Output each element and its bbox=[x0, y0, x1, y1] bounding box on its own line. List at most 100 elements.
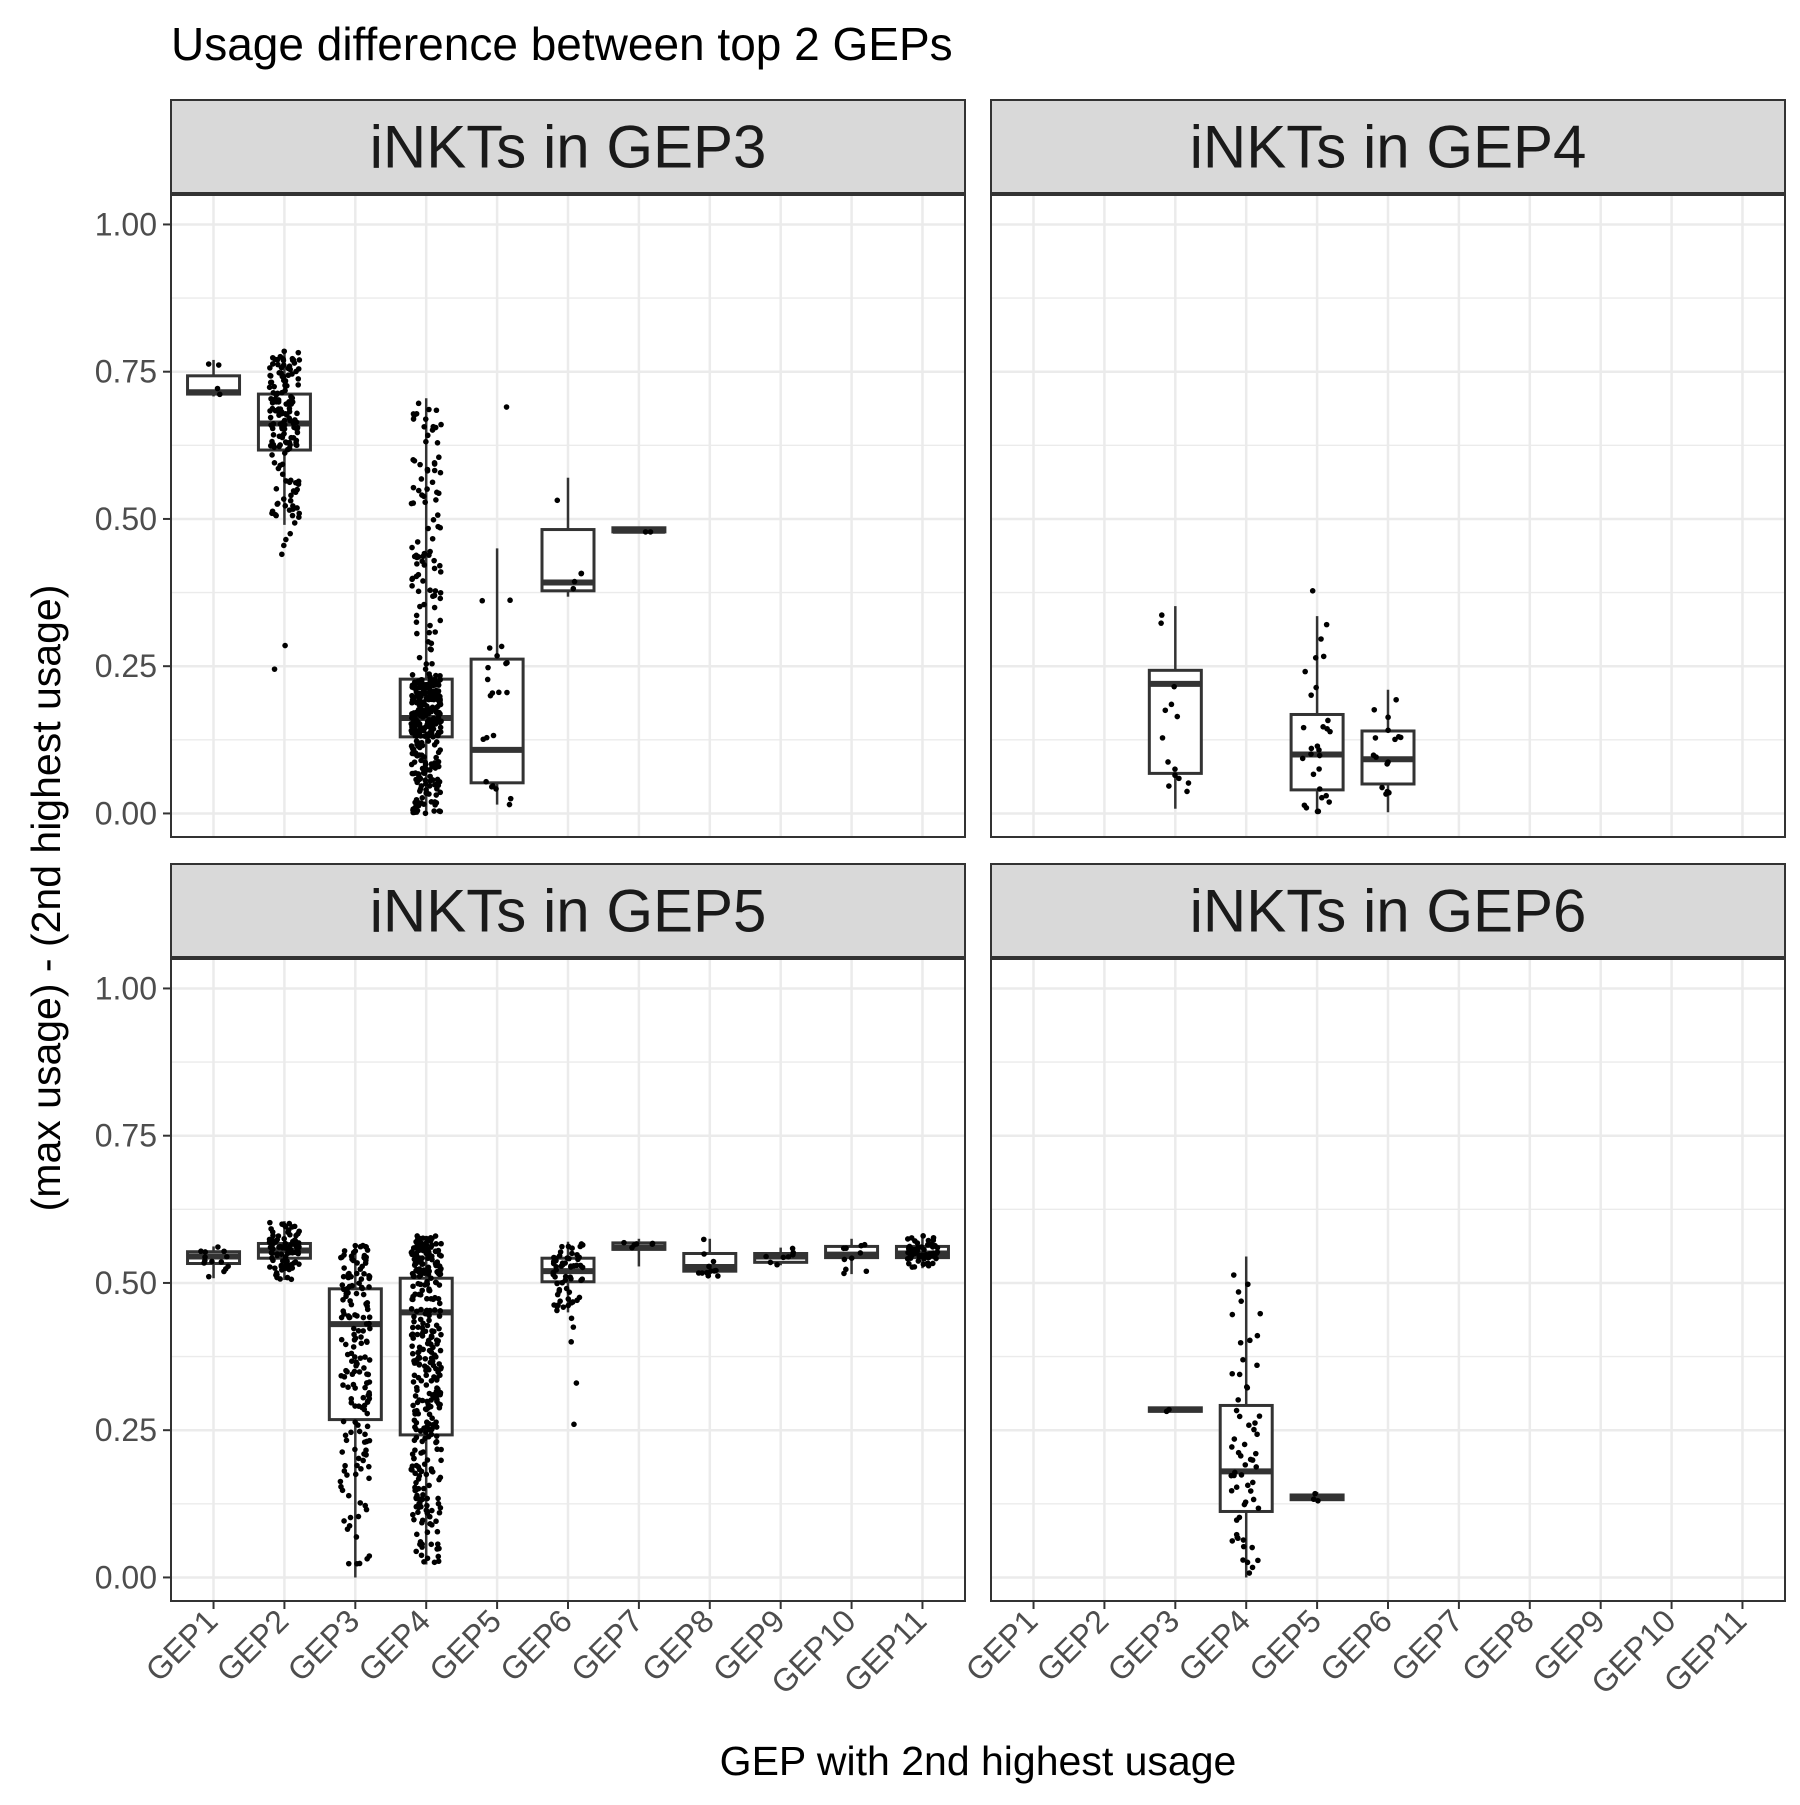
data-point bbox=[415, 1509, 421, 1516]
data-point bbox=[363, 1244, 369, 1250]
data-point bbox=[343, 1437, 350, 1444]
data-point bbox=[911, 1264, 918, 1270]
data-point bbox=[417, 712, 424, 719]
data-point bbox=[269, 452, 275, 458]
data-point bbox=[419, 1333, 426, 1339]
gridlines bbox=[171, 959, 965, 1601]
data-point bbox=[296, 1261, 302, 1267]
data-point bbox=[1231, 1472, 1237, 1479]
data-point bbox=[417, 1428, 424, 1434]
data-point bbox=[412, 1447, 418, 1453]
data-point bbox=[289, 1265, 296, 1271]
data-point bbox=[295, 376, 302, 382]
data-point bbox=[414, 1492, 420, 1499]
data-point bbox=[413, 552, 420, 559]
data-point bbox=[339, 1254, 345, 1261]
data-point bbox=[436, 808, 443, 814]
data-point bbox=[366, 1475, 372, 1482]
data-point bbox=[435, 1500, 442, 1507]
data-point bbox=[1233, 1531, 1240, 1538]
data-point bbox=[340, 1418, 347, 1425]
data-point bbox=[431, 808, 437, 814]
data-point bbox=[288, 492, 294, 499]
data-point bbox=[421, 801, 427, 807]
y-tick-label: 0.00 bbox=[95, 795, 157, 831]
data-point bbox=[507, 795, 514, 802]
data-point bbox=[422, 690, 429, 696]
data-point bbox=[286, 507, 293, 513]
data-point bbox=[429, 1522, 435, 1528]
data-point bbox=[705, 1272, 712, 1279]
data-point bbox=[361, 1402, 368, 1409]
data-point bbox=[559, 1243, 565, 1250]
data-point bbox=[360, 1314, 367, 1321]
data-point bbox=[269, 361, 276, 367]
data-point bbox=[357, 1500, 364, 1506]
data-point bbox=[421, 423, 428, 430]
data-point bbox=[426, 1287, 432, 1294]
data-point bbox=[432, 1233, 439, 1239]
data-point bbox=[417, 1235, 424, 1242]
data-point bbox=[437, 747, 444, 753]
data-point bbox=[433, 1424, 440, 1430]
data-point bbox=[269, 405, 276, 412]
data-point bbox=[409, 1324, 416, 1331]
data-point bbox=[1166, 783, 1172, 789]
data-point bbox=[411, 1516, 417, 1523]
outlier-point bbox=[283, 536, 289, 543]
data-point bbox=[366, 1463, 372, 1470]
box-body bbox=[469, 657, 525, 785]
data-point bbox=[431, 1328, 437, 1335]
data-point bbox=[1254, 1431, 1260, 1438]
data-point bbox=[417, 461, 423, 468]
data-point bbox=[435, 1338, 441, 1344]
box-gep10 bbox=[824, 1238, 880, 1277]
data-point bbox=[286, 415, 293, 422]
data-point bbox=[438, 1253, 444, 1259]
data-point bbox=[351, 1354, 358, 1360]
y-tick-label: 0.75 bbox=[95, 354, 157, 390]
data-point bbox=[419, 742, 426, 749]
data-point bbox=[437, 569, 444, 575]
data-point bbox=[221, 1268, 227, 1275]
data-point bbox=[1252, 1420, 1258, 1426]
data-point bbox=[268, 1226, 274, 1232]
data-point bbox=[409, 1350, 416, 1357]
data-point bbox=[1323, 792, 1329, 799]
data-point bbox=[507, 597, 513, 604]
data-point bbox=[434, 780, 440, 787]
data-point bbox=[354, 1462, 360, 1469]
data-point bbox=[431, 467, 438, 474]
data-point bbox=[431, 1307, 438, 1313]
data-point bbox=[294, 486, 300, 493]
data-point bbox=[433, 407, 440, 414]
data-point bbox=[411, 759, 418, 765]
x-tick-label: GEP3 bbox=[1100, 1602, 1186, 1688]
data-point bbox=[1245, 1281, 1251, 1288]
data-point bbox=[413, 1462, 420, 1469]
data-point bbox=[428, 1466, 435, 1472]
data-point bbox=[282, 1223, 289, 1230]
data-point bbox=[433, 1262, 439, 1269]
data-point bbox=[848, 1255, 855, 1262]
data-point bbox=[1385, 727, 1391, 734]
data-point bbox=[414, 1243, 420, 1249]
data-point bbox=[1254, 1362, 1260, 1369]
data-point bbox=[282, 1254, 289, 1261]
panel-border bbox=[990, 194, 1786, 838]
data-point bbox=[1246, 1422, 1252, 1428]
data-point bbox=[280, 496, 287, 502]
facet-panel-2: iNKTs in GEP4 bbox=[990, 99, 1786, 838]
data-point bbox=[437, 589, 444, 596]
data-point bbox=[414, 1331, 421, 1338]
data-point bbox=[340, 1382, 346, 1388]
data-point bbox=[430, 726, 437, 732]
data-point bbox=[1308, 751, 1314, 757]
data-point bbox=[418, 1259, 424, 1266]
data-point bbox=[413, 1479, 419, 1486]
data-point bbox=[415, 487, 422, 494]
data-point bbox=[417, 788, 423, 794]
data-point bbox=[427, 548, 433, 555]
data-point bbox=[416, 1354, 422, 1360]
